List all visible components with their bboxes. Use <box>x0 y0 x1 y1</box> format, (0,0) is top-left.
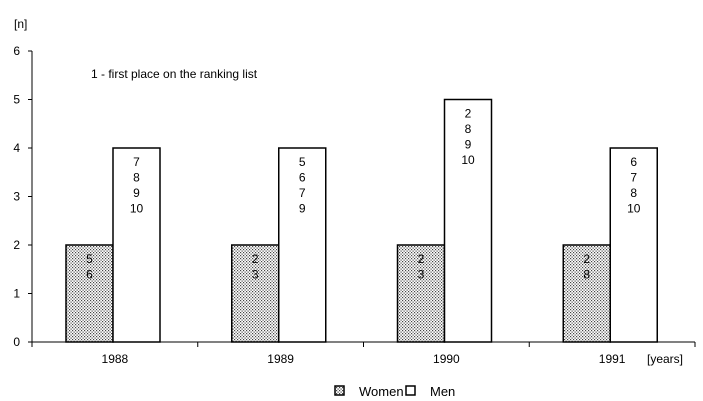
bar-rank-label: 9 <box>299 202 306 216</box>
bar-rank-label: 2 <box>465 107 472 121</box>
bar-rank-label: 6 <box>630 155 637 169</box>
legend-label-men: Men <box>430 384 455 399</box>
bar-men-1989 <box>278 147 327 343</box>
bar-rank-label: 3 <box>252 268 259 282</box>
bar-rank-label: 8 <box>133 171 140 185</box>
bar-rank-label: 7 <box>630 171 637 185</box>
y-tick-label: 2 <box>13 238 20 252</box>
legend-label-women: Women <box>359 384 404 399</box>
bar-men-1988 <box>112 147 161 343</box>
y-tick-label: 3 <box>13 190 20 204</box>
bar-rank-label: 2 <box>252 252 259 266</box>
x-axis-label: [years] <box>647 352 683 366</box>
bar-men-1990 <box>443 98 493 343</box>
ranking-annotation: 1 - first place on the ranking list <box>91 67 258 81</box>
legend-swatch-women <box>334 385 345 396</box>
y-tick-label: 4 <box>13 141 20 155</box>
bar-rank-label: 6 <box>86 268 93 282</box>
bar-women-1991 <box>562 244 611 343</box>
bar-rank-label: 9 <box>133 186 140 200</box>
bar-men-1991 <box>609 147 658 343</box>
bar-rank-label: 8 <box>583 268 590 282</box>
legend-item-men: Men <box>405 384 455 399</box>
x-tick-label: 1989 <box>267 352 294 366</box>
y-tick-label: 0 <box>13 335 20 349</box>
legend-item-women: Women <box>334 384 404 399</box>
bar-rank-label: 8 <box>630 186 637 200</box>
x-axis-ticks: 1988 1989 1990 1991 <box>31 342 696 366</box>
bar-rank-label: 8 <box>465 122 472 136</box>
legend: Women Men <box>334 384 455 399</box>
bar-rank-label: 9 <box>465 138 472 152</box>
y-tick-label: 5 <box>13 93 20 107</box>
y-axis-label: [n] <box>14 17 27 31</box>
x-tick-label: 1991 <box>599 352 626 366</box>
bar-rank-label: 5 <box>86 252 93 266</box>
bar-rank-label: 3 <box>418 268 425 282</box>
x-tick-label: 1990 <box>433 352 460 366</box>
y-tick-label: 6 <box>13 44 20 58</box>
bar-rank-label: 10 <box>627 202 641 216</box>
y-tick-label: 1 <box>13 287 20 301</box>
bar-rank-label: 2 <box>583 252 590 266</box>
bar-rank-label: 5 <box>299 155 306 169</box>
bar-rank-label: 10 <box>461 153 475 167</box>
x-tick-label: 1988 <box>102 352 129 366</box>
bar-rank-label: 7 <box>133 155 140 169</box>
legend-swatch-men <box>405 385 416 396</box>
y-axis-ticks: 0 1 2 3 4 5 6 <box>13 44 32 349</box>
bar-rank-label: 10 <box>130 202 144 216</box>
bar-rank-label: 6 <box>299 171 306 185</box>
bar-rank-label: 2 <box>418 252 425 266</box>
bar-rank-label: 7 <box>299 186 306 200</box>
bar-women-1989 <box>231 244 280 343</box>
